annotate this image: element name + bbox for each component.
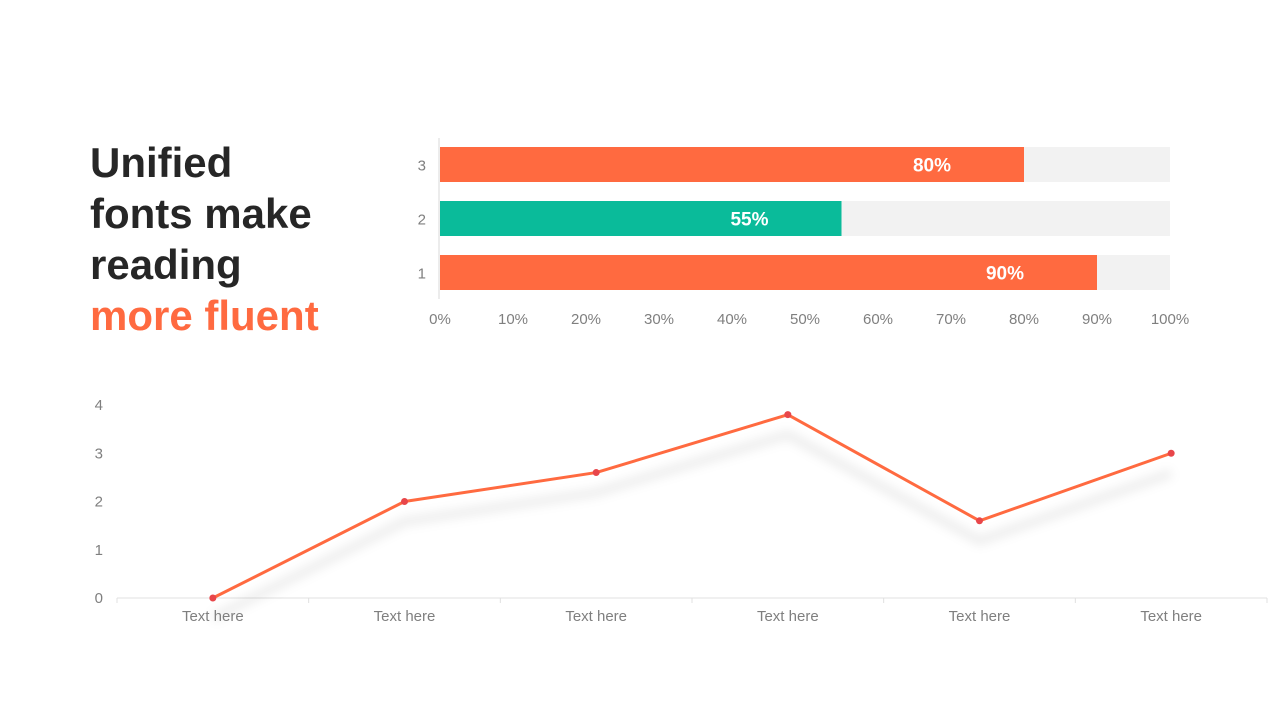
line-point-marker bbox=[592, 469, 600, 477]
line-point-marker bbox=[976, 517, 983, 525]
y-tick-label: 3 bbox=[95, 445, 103, 462]
x-tick-label: 50% bbox=[790, 311, 820, 328]
headline: Unified fonts make reading more fluent bbox=[90, 137, 319, 341]
bar-value-label: 55% bbox=[730, 210, 768, 231]
bar-category-label: 3 bbox=[418, 158, 426, 175]
x-category-label: Text here bbox=[1140, 608, 1202, 625]
y-tick-label: 0 bbox=[95, 590, 103, 607]
x-category-label: Text here bbox=[374, 608, 436, 625]
x-tick-label: 60% bbox=[863, 311, 893, 328]
line-point-marker bbox=[401, 498, 408, 505]
x-category-label: Text here bbox=[757, 608, 819, 625]
bar bbox=[440, 255, 1097, 290]
bar-category-label: 2 bbox=[418, 212, 426, 229]
headline-line-3: reading bbox=[90, 241, 242, 288]
bar bbox=[440, 201, 842, 236]
y-tick-label: 4 bbox=[95, 397, 103, 414]
line-series bbox=[212, 413, 1172, 600]
x-tick-label: 90% bbox=[1082, 311, 1112, 328]
x-tick-label: 0% bbox=[429, 311, 451, 328]
x-tick-label: 100% bbox=[1151, 311, 1189, 328]
y-tick-label: 1 bbox=[95, 542, 103, 559]
x-tick-label: 20% bbox=[571, 311, 601, 328]
x-category-label: Text here bbox=[182, 608, 244, 625]
x-category-label: Text here bbox=[949, 608, 1011, 625]
bar-value-label: 90% bbox=[986, 264, 1024, 285]
x-category-label: Text here bbox=[565, 608, 627, 625]
x-tick-label: 40% bbox=[717, 311, 747, 328]
line-point-marker bbox=[209, 594, 217, 602]
bar-category-label: 1 bbox=[418, 266, 426, 283]
bar-value-label: 80% bbox=[913, 156, 951, 177]
line-point-marker bbox=[1167, 449, 1175, 457]
headline-line-2: fonts make bbox=[90, 190, 312, 237]
line-shadow bbox=[210, 429, 1173, 623]
x-tick-label: 80% bbox=[1009, 311, 1039, 328]
headline-line-1: Unified bbox=[90, 139, 233, 186]
x-tick-label: 30% bbox=[644, 311, 674, 328]
bar bbox=[440, 147, 1024, 182]
x-tick-label: 10% bbox=[498, 311, 528, 328]
x-tick-label: 70% bbox=[936, 311, 966, 328]
line-point-marker bbox=[784, 411, 792, 419]
y-tick-label: 2 bbox=[95, 494, 103, 511]
headline-accent-line: more fluent bbox=[90, 292, 319, 339]
